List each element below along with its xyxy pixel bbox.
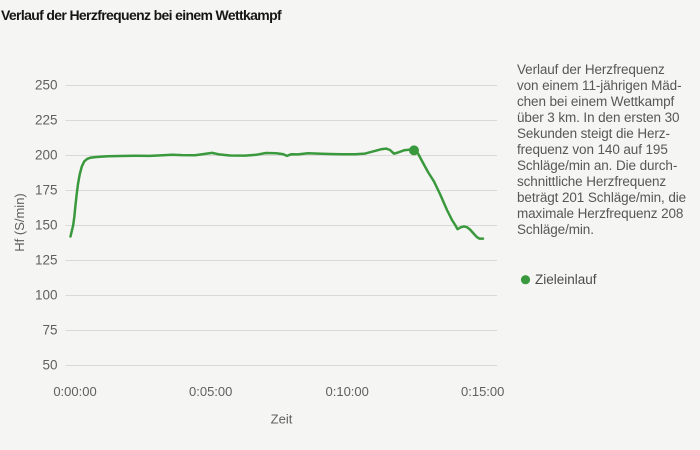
svg-text:0:00:00: 0:00:00	[53, 384, 96, 399]
svg-text:0:05:00: 0:05:00	[189, 384, 232, 399]
svg-text:50: 50	[42, 358, 57, 373]
svg-text:Zeit: Zeit	[271, 412, 293, 427]
svg-text:0:10:00: 0:10:00	[326, 384, 369, 399]
svg-text:250: 250	[35, 78, 58, 93]
svg-text:200: 200	[35, 148, 58, 163]
svg-text:125: 125	[35, 253, 58, 268]
svg-text:0:15:00: 0:15:00	[461, 384, 504, 399]
svg-text:225: 225	[35, 113, 58, 128]
svg-text:Hf (S/min): Hf (S/min)	[12, 193, 27, 252]
svg-text:175: 175	[35, 183, 58, 198]
svg-text:75: 75	[42, 323, 57, 338]
svg-text:100: 100	[35, 288, 58, 303]
svg-text:150: 150	[35, 218, 58, 233]
